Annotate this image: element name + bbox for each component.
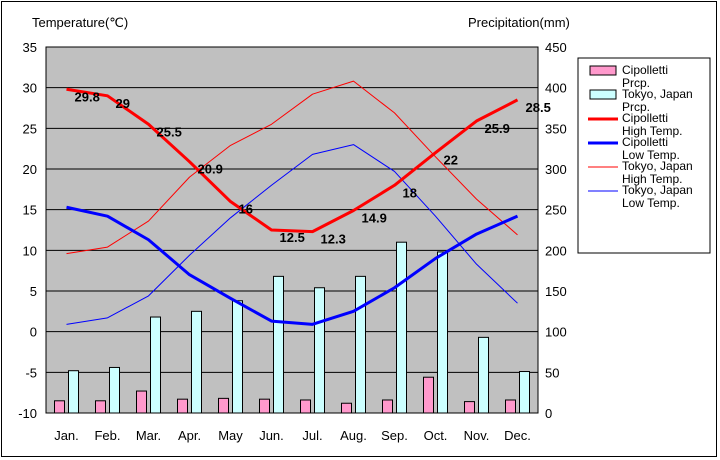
bar-cip-prcp (423, 376, 434, 414)
right-tick-label: 250 (545, 203, 567, 218)
data-label: 28.5 (526, 100, 551, 115)
bar-tok-prcp (314, 287, 325, 414)
bar-tok-prcp (519, 371, 530, 414)
line-tok-high (66, 80, 518, 255)
x-tick-label: Dec. (504, 428, 531, 443)
right-tick-label: 350 (545, 121, 567, 136)
x-tick-label: May (218, 428, 243, 443)
data-label: 14.9 (362, 210, 387, 225)
left-tick-label: 20 (23, 162, 37, 177)
legend-label: Low Temp. (622, 196, 680, 210)
right-tick-label: 400 (545, 81, 567, 96)
line-tok-low (66, 144, 518, 325)
x-tick-label: Aug. (340, 428, 367, 443)
right-tick-label: 150 (545, 284, 567, 299)
x-tick-label: Apr. (178, 428, 201, 443)
legend-label: Prcp. (622, 76, 650, 90)
bar-cip-prcp (382, 399, 393, 414)
bar-cip-prcp (177, 398, 188, 414)
x-tick-label: Jun. (259, 428, 284, 443)
bar-tok-prcp (191, 310, 202, 414)
data-label: 12.3 (321, 232, 346, 247)
data-label: 20.9 (198, 162, 223, 177)
legend-label: Cipolletti (622, 135, 668, 149)
bar-tok-prcp (109, 366, 120, 414)
line-cip-high (66, 87, 519, 234)
x-tick-label: Mar. (136, 428, 161, 443)
plot-area: 35302520151050-5-10450400350300250200150… (18, 40, 567, 443)
line-cip-low (66, 205, 519, 326)
bar-cip-prcp (136, 390, 147, 414)
legend-label: Low Temp. (622, 148, 680, 162)
bar-tok-prcp (150, 316, 161, 414)
x-tick-label: Jan. (54, 428, 79, 443)
bar-cip-prcp (341, 402, 352, 414)
left-tick-label: 30 (23, 81, 37, 96)
legend-swatch-cip-prcp (589, 65, 617, 76)
left-tick-label: 10 (23, 243, 37, 258)
x-tick-label: Nov. (464, 428, 490, 443)
bar-tok-prcp (232, 300, 243, 414)
bar-tok-prcp (68, 370, 79, 414)
left-tick-label: 5 (30, 284, 37, 299)
right-tick-label: 300 (545, 162, 567, 177)
legend-label: Prcp. (622, 100, 650, 114)
data-label: 16 (239, 202, 253, 217)
bar-tok-prcp (437, 251, 448, 414)
data-label: 25.9 (485, 121, 510, 136)
bar-tok-prcp (396, 241, 407, 414)
bar-tok-prcp (273, 275, 284, 414)
bar-tok-prcp (355, 275, 366, 414)
left-tick-label: -10 (18, 406, 37, 421)
left-tick-label: -5 (25, 365, 37, 380)
legend-label: Cipolletti (622, 111, 668, 125)
bar-cip-prcp (218, 397, 229, 414)
right-tick-label: 450 (545, 40, 567, 55)
bar-cip-prcp (505, 399, 516, 414)
data-label: 25.5 (157, 124, 182, 139)
right-tick-label: 0 (545, 406, 552, 421)
x-tick-label: Feb. (94, 428, 120, 443)
x-tick-label: Sep. (381, 428, 408, 443)
legend-label: Tokyo, Japan (622, 87, 693, 101)
data-label: 12.5 (280, 230, 305, 245)
left-tick-label: 35 (23, 40, 37, 55)
legend-label: High Temp. (622, 172, 682, 186)
data-label: 29 (116, 96, 130, 111)
data-label: 22 (444, 153, 458, 168)
right-tick-label: 200 (545, 243, 567, 258)
bar-cip-prcp (300, 399, 311, 414)
left-tick-label: 15 (23, 203, 37, 218)
data-label: 29.8 (75, 89, 100, 104)
right-axis-title: Precipitation(mm) (468, 15, 570, 30)
bar-cip-prcp (464, 401, 475, 414)
legend-label: Tokyo, Japan (622, 159, 693, 173)
left-axis-title: Temperature(℃) (32, 15, 128, 30)
data-label: 18 (403, 185, 417, 200)
left-tick-label: 0 (30, 325, 37, 340)
right-tick-label: 50 (545, 365, 559, 380)
bar-cip-prcp (95, 400, 106, 414)
legend-label: Cipolletti (622, 63, 668, 77)
bar-tok-prcp (478, 336, 489, 414)
x-tick-label: Jul. (302, 428, 322, 443)
bar-cip-prcp (259, 398, 270, 414)
bar-cip-prcp (54, 400, 65, 414)
left-tick-label: 25 (23, 121, 37, 136)
right-tick-label: 100 (545, 325, 567, 340)
legend-label: Tokyo, Japan (622, 183, 693, 197)
legend-swatch-tok-prcp (589, 89, 617, 100)
legend-label: High Temp. (622, 124, 682, 138)
x-tick-label: Oct. (424, 428, 448, 443)
